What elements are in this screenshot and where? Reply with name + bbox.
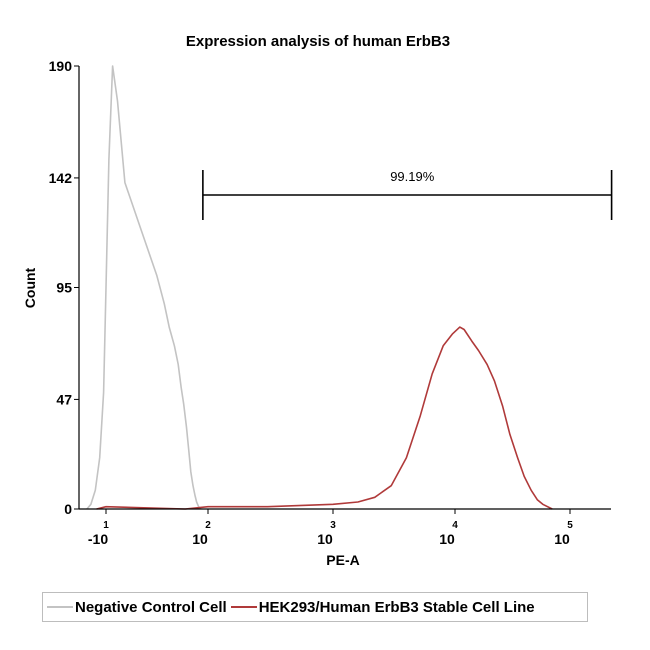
y-tick-label-1: 47 (56, 391, 72, 407)
legend-label-negative-control: Negative Control Cell (75, 598, 227, 616)
y-axis-ticks: 0 47 95 142 190 (49, 58, 79, 517)
x-tick-label-0: -10 (88, 531, 108, 547)
legend-swatch-erbb3-line (230, 606, 257, 608)
chart-title: Expression analysis of human ErbB3 (186, 33, 450, 50)
x-tick-exponent-4: 5 (567, 520, 573, 531)
series-layer (86, 65, 553, 510)
gate-marker: 99.19% (202, 169, 613, 220)
series-line-erbb3-line (96, 326, 553, 510)
x-tick-label-3: 10 (439, 531, 455, 547)
gate-percentage-label: 99.19% (390, 169, 435, 184)
series-line-negative-control (86, 65, 202, 510)
legend-item-negative-control: Negative Control Cell (47, 599, 227, 616)
x-tick-label-4: 10 (554, 531, 570, 547)
x-tick-exponent-1: 2 (205, 520, 211, 531)
x-tick-exponent-0: 1 (103, 520, 109, 531)
legend: Negative Control Cell HEK293/Human ErbB3… (42, 592, 588, 622)
y-tick-label-3: 142 (49, 170, 73, 186)
x-axis-label: PE-A (326, 552, 359, 568)
y-tick-label-4: 190 (49, 58, 73, 74)
y-axis-label: Count (22, 267, 38, 308)
x-tick-label-1: 10 (192, 531, 208, 547)
y-tick-label-2: 95 (56, 280, 72, 296)
x-tick-exponent-3: 4 (452, 520, 458, 531)
legend-swatch-negative-control (47, 606, 73, 608)
x-tick-label-2: 10 (317, 531, 333, 547)
legend-item-erbb3-line: HEK293/Human ErbB3 Stable Cell Line (230, 598, 535, 616)
legend-label-erbb3-line: HEK293/Human ErbB3 Stable Cell Line (258, 598, 535, 616)
y-tick-label-0: 0 (64, 501, 72, 517)
x-tick-exponent-2: 3 (330, 520, 336, 531)
